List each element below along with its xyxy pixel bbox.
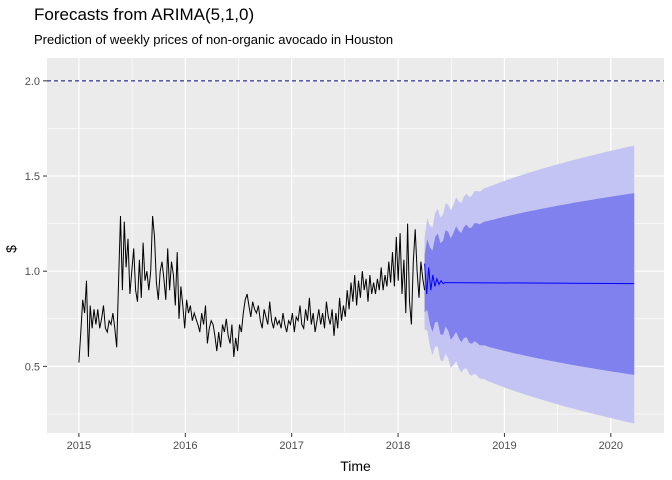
x-tick-label: 2019 [492, 440, 516, 452]
prediction-intervals [424, 145, 635, 424]
history-line [78, 215, 426, 363]
x-tick-label: 2016 [173, 440, 197, 452]
chart-subtitle: Prediction of weekly prices of non-organ… [34, 32, 394, 47]
y-tick-label: 1.0 [25, 266, 40, 278]
y-tick-label: 2.0 [25, 76, 40, 88]
y-axis-title: $ [3, 245, 19, 253]
chart-title: Forecasts from ARIMA(5,1,0) [34, 5, 255, 24]
y-tick-label: 0.5 [25, 361, 40, 373]
x-axis: 2015 2016 2017 2018 2019 2020 [67, 433, 623, 452]
x-tick-label: 2015 [67, 440, 91, 452]
x-tick-label: 2018 [386, 440, 410, 452]
interval-80-band [424, 193, 635, 375]
y-axis: 0.5 1.0 1.5 2.0 [25, 76, 47, 373]
x-tick-label: 2020 [599, 440, 623, 452]
data-series [78, 215, 635, 363]
y-tick-label: 1.5 [25, 171, 40, 183]
forecast-line [424, 263, 635, 295]
x-axis-title: Time [340, 458, 371, 474]
x-tick-label: 2017 [279, 440, 303, 452]
